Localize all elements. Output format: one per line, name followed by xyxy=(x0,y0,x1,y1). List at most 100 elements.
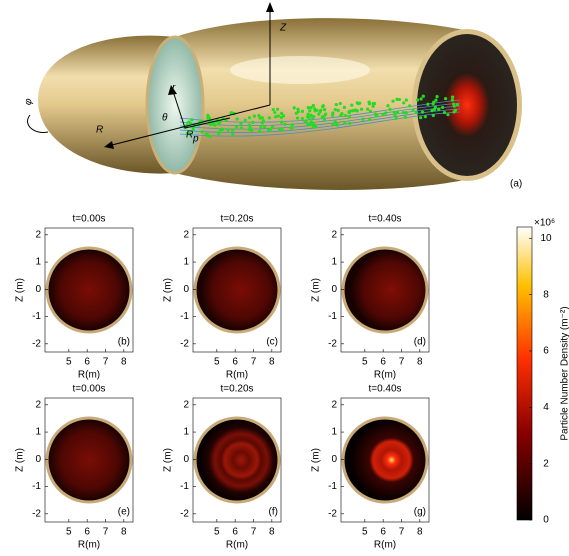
particle xyxy=(280,121,283,124)
particle xyxy=(331,123,334,126)
label: p xyxy=(192,134,199,145)
particle xyxy=(386,104,389,107)
particle xyxy=(393,111,396,114)
particle xyxy=(208,135,211,138)
particle xyxy=(312,104,315,107)
particle xyxy=(306,113,309,116)
label: φ xyxy=(23,97,35,106)
particle xyxy=(348,111,351,114)
particle xyxy=(416,98,419,101)
panel-label: (a) xyxy=(510,179,522,190)
colorbar-tick-label: 0 xyxy=(543,515,549,526)
x-tick-label: 6 xyxy=(232,527,238,538)
particle xyxy=(384,111,387,114)
particle xyxy=(295,112,298,115)
particle xyxy=(402,111,405,114)
y-tick-label: -2 xyxy=(328,338,337,349)
x-tick-label: 7 xyxy=(251,357,257,368)
particle xyxy=(426,103,429,106)
y-tick-label: -2 xyxy=(328,508,337,519)
particle xyxy=(351,109,354,112)
label: R xyxy=(96,125,103,136)
particle xyxy=(200,130,203,133)
y-tick-label: -2 xyxy=(180,338,189,349)
particle xyxy=(310,120,313,123)
particle xyxy=(421,111,424,114)
particle xyxy=(348,122,351,125)
particle xyxy=(283,123,286,126)
y-tick-label: 0 xyxy=(35,284,41,295)
y-tick-label: 2 xyxy=(35,229,41,240)
particle xyxy=(248,123,251,126)
particle xyxy=(321,105,324,108)
y-tick-label: 2 xyxy=(331,229,337,240)
heatmap xyxy=(49,420,130,501)
particle xyxy=(433,108,436,111)
particle xyxy=(432,101,435,104)
particle xyxy=(314,109,317,112)
colorbar-tick-label: 2 xyxy=(543,458,549,469)
particle xyxy=(268,116,271,119)
x-tick-label: 6 xyxy=(84,527,90,538)
particle xyxy=(276,108,279,111)
panel-label: (d) xyxy=(414,337,426,348)
particle xyxy=(356,109,359,112)
particle xyxy=(366,108,369,111)
particle xyxy=(420,97,423,100)
x-tick-label: 5 xyxy=(362,527,368,538)
particle xyxy=(306,123,309,126)
particle xyxy=(206,117,209,120)
particle xyxy=(323,118,326,121)
figure: Z r θ R R p φ (a) t=0.00s(b)5678-2-1012R… xyxy=(0,0,569,551)
particle xyxy=(441,106,444,109)
particle xyxy=(293,106,296,109)
x-tick-label: 6 xyxy=(84,357,90,368)
y-tick-label: 1 xyxy=(331,257,337,268)
x-axis-label: R(m) xyxy=(78,370,100,381)
particle xyxy=(411,108,414,111)
colorbar-multiplier: ×10⁶ xyxy=(534,218,555,229)
panel-title: t=0.00s xyxy=(72,214,105,225)
highlight xyxy=(230,56,370,84)
colorbar-tick-label: 10 xyxy=(540,233,552,244)
particle xyxy=(456,103,459,106)
y-tick-label: -1 xyxy=(180,481,189,492)
colorbar-tick-label: 4 xyxy=(543,402,549,413)
particle xyxy=(453,105,456,108)
particle xyxy=(289,126,292,129)
particle xyxy=(240,126,243,129)
particle xyxy=(331,114,334,117)
panel-title: t=0.40s xyxy=(368,214,401,225)
particle xyxy=(419,116,422,119)
particle xyxy=(446,113,449,116)
colorbar-label: Particle Number Density (m⁻²) xyxy=(560,306,569,440)
particle xyxy=(301,110,304,113)
particle xyxy=(309,123,312,126)
x-tick-label: 5 xyxy=(214,357,220,368)
particle xyxy=(339,114,342,117)
x-tick-label: 8 xyxy=(417,527,423,538)
y-tick-label: 0 xyxy=(183,284,189,295)
y-tick-label: 1 xyxy=(35,257,41,268)
x-axis-label: R(m) xyxy=(78,540,100,551)
y-tick-label: 1 xyxy=(183,257,189,268)
panels: t=0.00s(b)5678-2-1012R(m)Z (m)t=0.20s(c)… xyxy=(15,214,569,551)
particle xyxy=(205,133,208,136)
particle xyxy=(312,123,315,126)
particle xyxy=(231,133,234,136)
y-tick-label: 0 xyxy=(35,454,41,465)
particle xyxy=(348,115,351,118)
y-tick-label: 2 xyxy=(331,399,337,410)
y-axis-label: Z (m) xyxy=(163,278,174,302)
cut-section xyxy=(147,37,203,173)
y-tick-label: 1 xyxy=(331,427,337,438)
arrow xyxy=(266,2,274,12)
x-tick-label: 6 xyxy=(380,357,386,368)
particle xyxy=(368,102,371,105)
particle xyxy=(267,129,270,132)
particle xyxy=(405,111,408,114)
particle xyxy=(360,108,363,111)
y-tick-label: -1 xyxy=(328,481,337,492)
y-tick-label: -2 xyxy=(32,508,41,519)
panel-label: (f) xyxy=(269,507,278,518)
